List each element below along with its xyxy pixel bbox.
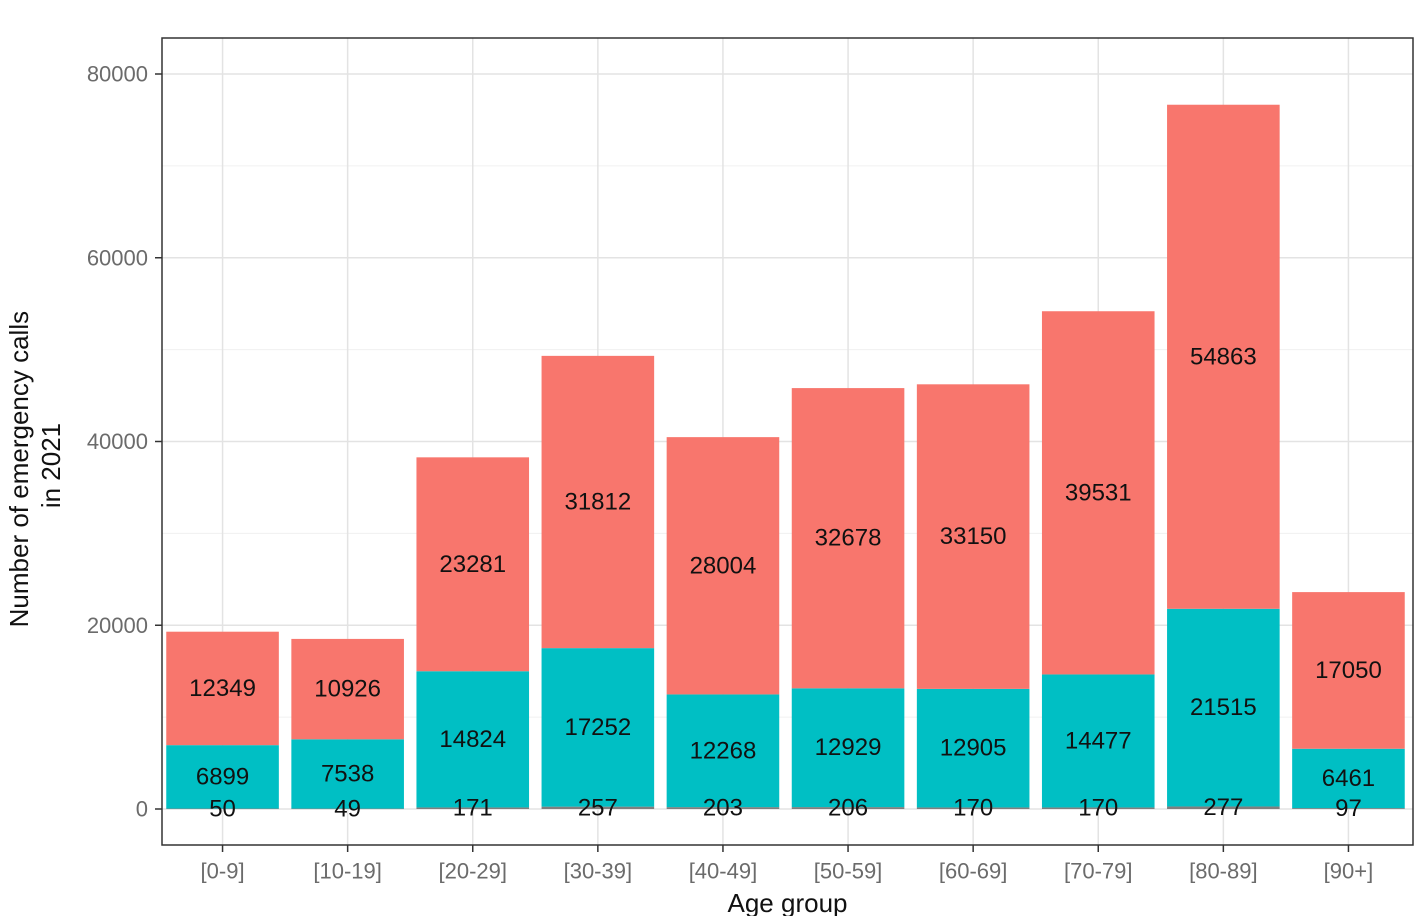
x-tick-label: [50-59] — [814, 859, 883, 884]
bar-segment — [291, 638, 404, 740]
bar-segment — [416, 807, 530, 809]
bar-segment — [166, 808, 279, 810]
data-label: 32678 — [815, 525, 882, 552]
data-label: 31812 — [564, 488, 631, 515]
data-label: 277 — [1203, 794, 1243, 821]
x-tick-label: [80-89] — [1189, 859, 1258, 884]
bar-segment — [1167, 104, 1280, 609]
x-tick-label: [70-79] — [1064, 859, 1133, 884]
data-label: 7538 — [321, 760, 374, 787]
bar-segment — [791, 388, 905, 689]
x-tick-label: [40-49] — [689, 859, 758, 884]
bar-segment — [791, 688, 905, 808]
data-label: 97 — [1335, 795, 1362, 822]
data-label: 49 — [334, 795, 361, 822]
bars — [166, 104, 1405, 810]
y-tick-label: 60000 — [87, 245, 148, 270]
x-tick-label: [0-9] — [201, 859, 245, 884]
bar-segment — [541, 648, 655, 807]
data-label: 257 — [578, 794, 618, 821]
bar-segment — [416, 671, 530, 808]
data-label: 206 — [828, 795, 868, 822]
data-label: 39531 — [1065, 479, 1132, 506]
bar-segment — [1292, 592, 1405, 749]
bar-segment — [291, 808, 404, 810]
x-tick-label: [10-19] — [313, 859, 382, 884]
data-label: 12268 — [690, 737, 757, 764]
bar-segment — [166, 631, 279, 746]
data-label: 203 — [703, 795, 743, 822]
y-axis: 0 20000 40000 60000 80000 — [87, 62, 162, 822]
data-label: 54863 — [1190, 343, 1257, 370]
y-tick-label: 40000 — [87, 429, 148, 454]
bar-segment — [541, 355, 655, 649]
y-axis-title-line-2: in 2021 — [36, 423, 66, 508]
data-label: 33150 — [940, 523, 1007, 550]
y-tick-label: 0 — [136, 797, 148, 822]
data-label: 6461 — [1322, 765, 1375, 792]
bar-segment — [666, 807, 780, 809]
bar-segment — [166, 745, 279, 809]
bar-segment — [1292, 748, 1405, 809]
data-label: 28004 — [690, 552, 757, 579]
data-label: 23281 — [439, 551, 506, 578]
data-label: 17050 — [1315, 657, 1382, 684]
bar-segment — [541, 806, 655, 809]
bar-segment — [1041, 311, 1155, 675]
data-labels: 50 6899 12349 49 7538 10926 171 14824 23281 257 17… — [189, 343, 1382, 822]
bar-segment — [416, 457, 530, 672]
bar-segment — [916, 688, 1030, 808]
data-label: 21515 — [1190, 694, 1257, 721]
bar-segment — [666, 694, 780, 808]
y-axis-title: Number of emergency calls in 2021 — [4, 304, 66, 628]
bar-segment — [916, 384, 1030, 689]
data-label: 10926 — [314, 676, 381, 703]
bar-segment — [1167, 806, 1280, 809]
bar-segment — [1167, 608, 1280, 807]
data-label: 14477 — [1065, 727, 1132, 754]
y-axis-title-line-1: Number of emergency calls — [4, 311, 34, 627]
bar-segment — [291, 739, 404, 809]
data-label: 12349 — [189, 675, 256, 702]
x-axis-title: Age group — [728, 888, 848, 916]
data-label: 171 — [453, 795, 493, 822]
bar-segment — [1041, 807, 1155, 809]
x-tick-label: [60-69] — [939, 859, 1008, 884]
bar-segment — [791, 807, 905, 809]
bar-segment — [1041, 674, 1155, 808]
x-axis: [0-9] [10-19] [20-29] [30-39] [40-49] [50-59]… — [201, 845, 1374, 884]
data-label: 170 — [953, 795, 993, 822]
data-label: 17252 — [564, 714, 631, 741]
y-tick-label: 20000 — [87, 613, 148, 638]
data-label: 6899 — [196, 763, 249, 790]
data-label: 12905 — [940, 735, 1007, 762]
x-tick-label: [20-29] — [439, 859, 508, 884]
data-label: 12929 — [815, 734, 882, 761]
y-tick-label: 80000 — [87, 62, 148, 87]
bar-segment — [666, 437, 780, 695]
bar-segment — [916, 807, 1030, 809]
bar-segment — [1292, 808, 1405, 809]
data-label: 50 — [209, 795, 236, 822]
x-tick-label: [30-39] — [564, 859, 633, 884]
x-tick-label: [90+] — [1324, 859, 1374, 884]
data-label: 14824 — [439, 726, 506, 753]
data-label: 170 — [1078, 795, 1118, 822]
